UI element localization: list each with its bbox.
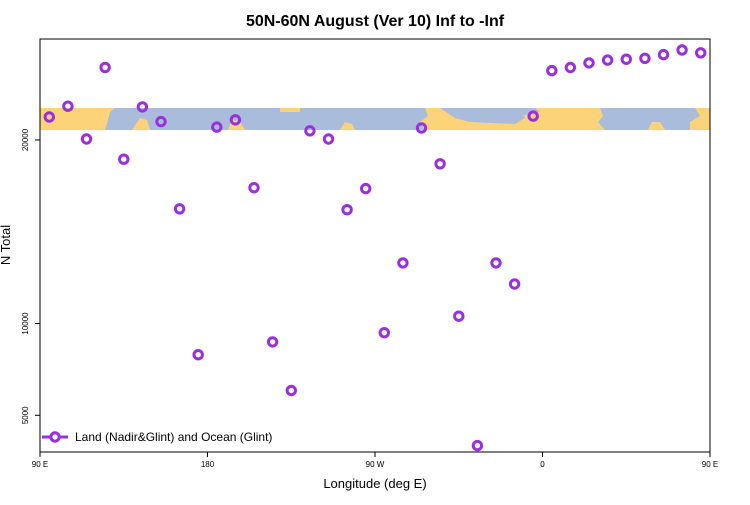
data-point [676, 44, 688, 56]
data-point [564, 61, 577, 74]
data-point [639, 52, 651, 64]
data-point [360, 182, 372, 195]
data-point [620, 53, 632, 65]
data-point [378, 327, 390, 339]
data-point [43, 111, 55, 123]
data-point [304, 125, 316, 137]
axes [39, 38, 711, 453]
data-point [490, 257, 502, 269]
x-tick-label: 90 W [366, 460, 385, 469]
data-point [266, 336, 279, 348]
x-tick-label: 90 E [32, 460, 48, 469]
map-band-ocean [105, 108, 700, 130]
data-point [211, 121, 223, 133]
data-point [118, 153, 130, 165]
data-point [695, 47, 707, 59]
x-axis-title: Longitude (deg E) [323, 476, 426, 491]
data-point [657, 48, 670, 61]
data-point [397, 257, 409, 269]
data-point [527, 110, 539, 122]
data-point [62, 100, 74, 112]
data-point [285, 384, 297, 397]
data-point [434, 158, 446, 170]
data-point [99, 61, 111, 74]
legend-label: Land (Nadir&Glint) and Ocean (Glint) [75, 430, 272, 444]
data-point [173, 203, 186, 215]
data-point [248, 182, 260, 194]
plot-frame [39, 38, 711, 453]
data-point [229, 114, 242, 126]
data-point [192, 349, 204, 361]
data-point [322, 133, 335, 145]
data-point [453, 310, 465, 322]
map-band-ocean-east [440, 108, 525, 124]
data-point [80, 133, 93, 145]
map-band [40, 108, 710, 130]
data-point [136, 101, 149, 113]
y-tick-label: 5000 [21, 406, 30, 424]
x-ticks: 90 E 180 90 W 0 90 E [32, 452, 718, 469]
data-point [341, 204, 353, 216]
data-point [546, 64, 558, 77]
x-tick-label: 180 [201, 460, 215, 469]
points [43, 44, 707, 452]
data-point [508, 278, 521, 290]
y-axis-title: N Total [0, 225, 13, 265]
data-point [471, 439, 484, 452]
data-point [583, 57, 595, 69]
y-tick-label: 10000 [21, 312, 30, 335]
x-tick-label: 90 E [702, 460, 718, 469]
y-ticks: 5000 10000 20000 [21, 128, 40, 424]
x-tick-label: 0 [540, 460, 545, 469]
chart-title: 50N-60N August (Ver 10) Inf to -Inf [246, 13, 505, 30]
legend-marker [49, 431, 61, 443]
legend: Land (Nadir&Glint) and Ocean (Glint) [42, 430, 272, 444]
data-point [601, 54, 614, 66]
data-point [155, 115, 167, 128]
data-point [415, 122, 428, 134]
y-tick-label: 20000 [21, 128, 30, 151]
